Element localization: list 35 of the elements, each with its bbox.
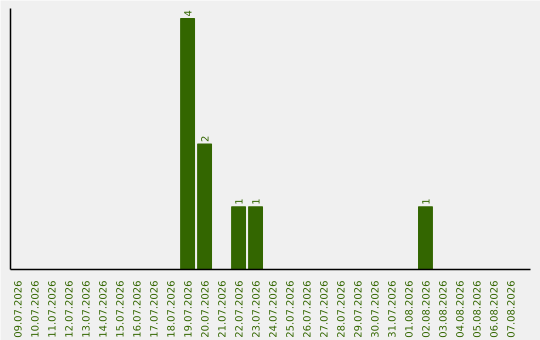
data-label: 2 <box>200 136 212 142</box>
x-tick-label: 28.07.2026 <box>336 280 348 338</box>
x-tick-label: 15.07.2026 <box>116 280 127 338</box>
x-tick-label: 24.07.2026 <box>268 280 280 338</box>
x-tick-label: 25.07.2026 <box>286 280 297 338</box>
x-tick-label: 30.07.2026 <box>370 280 382 338</box>
x-tick-label: 18.07.2026 <box>166 280 178 338</box>
data-label: 1 <box>252 198 263 205</box>
x-tick-label: 07.08.2026 <box>506 280 518 338</box>
x-tick-label: 03.08.2026 <box>438 280 450 338</box>
x-tick-label: 16.07.2026 <box>132 280 144 338</box>
x-tick-label: 14.07.2026 <box>98 280 110 338</box>
x-tick-label: 26.07.2026 <box>302 280 314 338</box>
x-tick-label: 11.07.2026 <box>48 280 59 338</box>
x-tick-label: 04.08.2026 <box>455 280 466 338</box>
x-tick-label: 06.08.2026 <box>489 280 500 338</box>
data-label: 1 <box>234 198 246 205</box>
x-tick-label: 29.07.2026 <box>354 280 365 338</box>
data-label: 4 <box>184 10 195 17</box>
x-tick-label: 10.07.2026 <box>30 280 42 338</box>
x-tick-label: 02.08.2026 <box>421 280 432 338</box>
x-tick-label: 23.07.2026 <box>252 280 263 338</box>
x-tick-label: 17.07.2026 <box>150 280 161 338</box>
x-tick-label: 31.07.2026 <box>387 280 398 338</box>
x-tick-label: 22.07.2026 <box>234 280 246 338</box>
x-tick-label: 13.07.2026 <box>82 280 93 338</box>
data-label: 1 <box>421 198 432 205</box>
x-tick-label: 27.07.2026 <box>320 280 331 338</box>
x-tick-label: 19.07.2026 <box>184 280 195 338</box>
x-tick-label: 05.08.2026 <box>472 280 484 338</box>
x-tick-label: 09.07.2026 <box>14 280 25 338</box>
x-tick-label: 21.07.2026 <box>218 280 229 338</box>
x-tick-label: 20.07.2026 <box>200 280 212 338</box>
x-tick-label: 01.08.2026 <box>404 280 416 338</box>
x-tick-label: 12.07.2026 <box>64 280 76 338</box>
